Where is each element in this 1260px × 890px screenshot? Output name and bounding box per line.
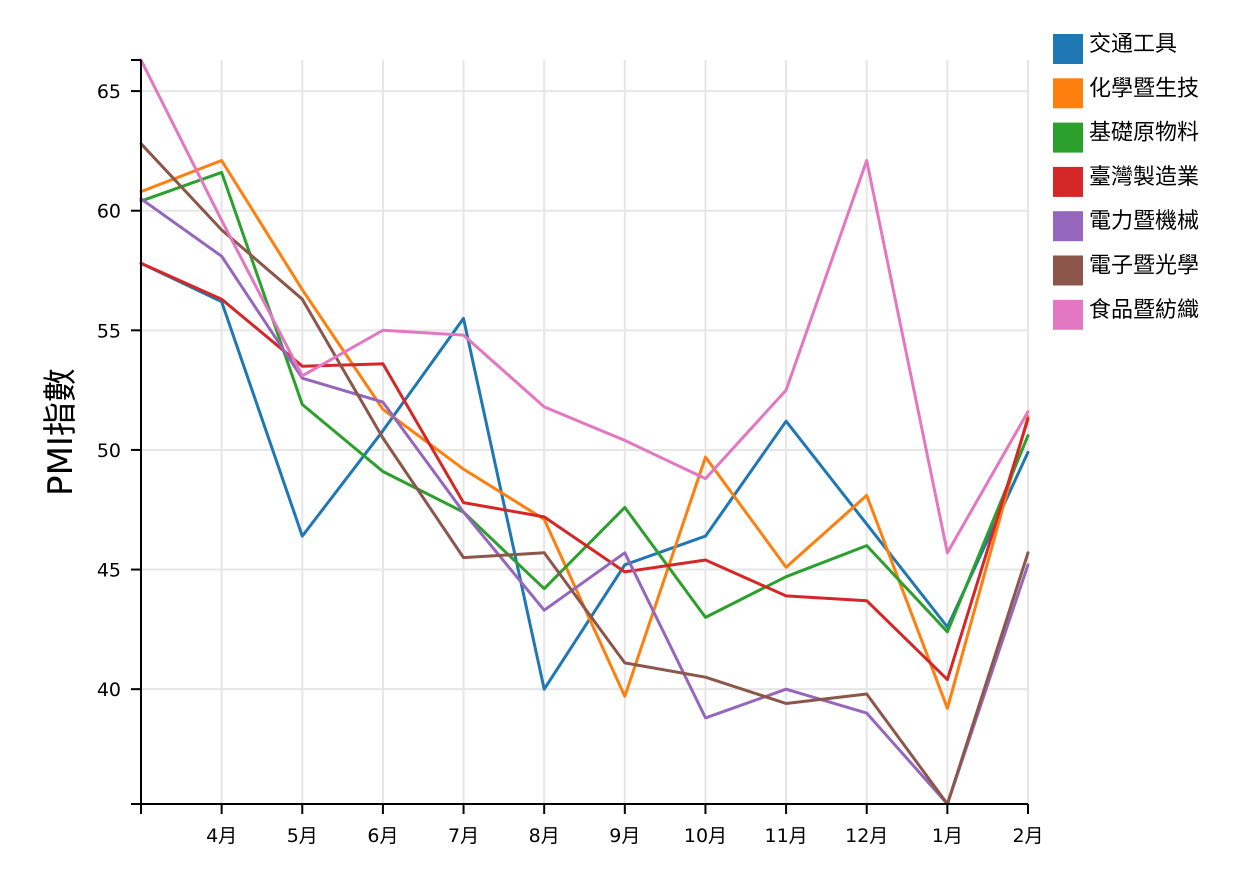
legend-label: 交通工具 bbox=[1089, 32, 1177, 57]
legend-label: 電力暨機械 bbox=[1089, 209, 1199, 234]
legend-item: 食品暨紡織 bbox=[1053, 298, 1199, 330]
series-layer bbox=[139, 58, 1030, 806]
x-tick-label: 7月 bbox=[448, 825, 479, 847]
legend-swatch bbox=[1053, 211, 1083, 242]
legend-label: 臺灣製造業 bbox=[1089, 165, 1199, 190]
legend-item: 電子暨光學 bbox=[1053, 254, 1199, 286]
x-tick-label: 10月 bbox=[684, 825, 727, 847]
series-line-7 bbox=[139, 58, 1030, 555]
x-tick-label: 4月 bbox=[206, 825, 237, 847]
grid-layer bbox=[141, 60, 1029, 804]
x-tick-label: 5月 bbox=[287, 825, 318, 847]
legend-item: 化學暨生技 bbox=[1053, 76, 1199, 109]
legend-swatch bbox=[1053, 122, 1083, 153]
series-line-5 bbox=[139, 197, 1030, 806]
legend-swatch bbox=[1053, 34, 1083, 64]
series-line-4 bbox=[139, 261, 1030, 682]
legend-label: 基礎原物料 bbox=[1089, 121, 1199, 146]
x-tick-label: 2月 bbox=[1012, 825, 1043, 847]
y-tick-label: 40 bbox=[97, 679, 121, 701]
legend-item: 交通工具 bbox=[1053, 32, 1177, 64]
x-tick-label: 9月 bbox=[609, 825, 640, 847]
legend-label: 化學暨生技 bbox=[1089, 76, 1199, 101]
legend-swatch bbox=[1053, 255, 1083, 286]
y-tick-label: 45 bbox=[97, 560, 121, 582]
y-tick-label: 60 bbox=[97, 201, 121, 223]
y-tick-label: 65 bbox=[97, 81, 121, 103]
legend-item: 臺灣製造業 bbox=[1053, 165, 1199, 197]
y-tick-label: 55 bbox=[97, 320, 121, 342]
x-tick-label: 1月 bbox=[932, 825, 963, 847]
y-axis-title: PMI指數 bbox=[41, 368, 81, 496]
legend-item: 基礎原物料 bbox=[1053, 121, 1199, 153]
x-tick-label: 8月 bbox=[529, 825, 560, 847]
legend-swatch bbox=[1053, 78, 1083, 109]
series-line-6 bbox=[139, 142, 1030, 806]
series-line-1 bbox=[139, 261, 1030, 691]
legend-swatch bbox=[1053, 166, 1083, 197]
legend-label: 電子暨光學 bbox=[1089, 254, 1199, 279]
x-tick-label: 12月 bbox=[845, 825, 888, 847]
series-line-3 bbox=[139, 170, 1030, 634]
axis-layer: 4月 5月 6月 7月 8月 9月 10月 11月 12月 1月 2月 40 45 50 55 60 65 bbox=[97, 59, 1044, 847]
x-tick-label: 6月 bbox=[367, 825, 398, 847]
y-tick-label: 50 bbox=[97, 440, 121, 462]
x-tick-label: 11月 bbox=[764, 825, 807, 847]
legend-swatch bbox=[1053, 299, 1083, 330]
legend-item: 電力暨機械 bbox=[1053, 209, 1199, 242]
legend-label: 食品暨紡織 bbox=[1089, 298, 1199, 323]
